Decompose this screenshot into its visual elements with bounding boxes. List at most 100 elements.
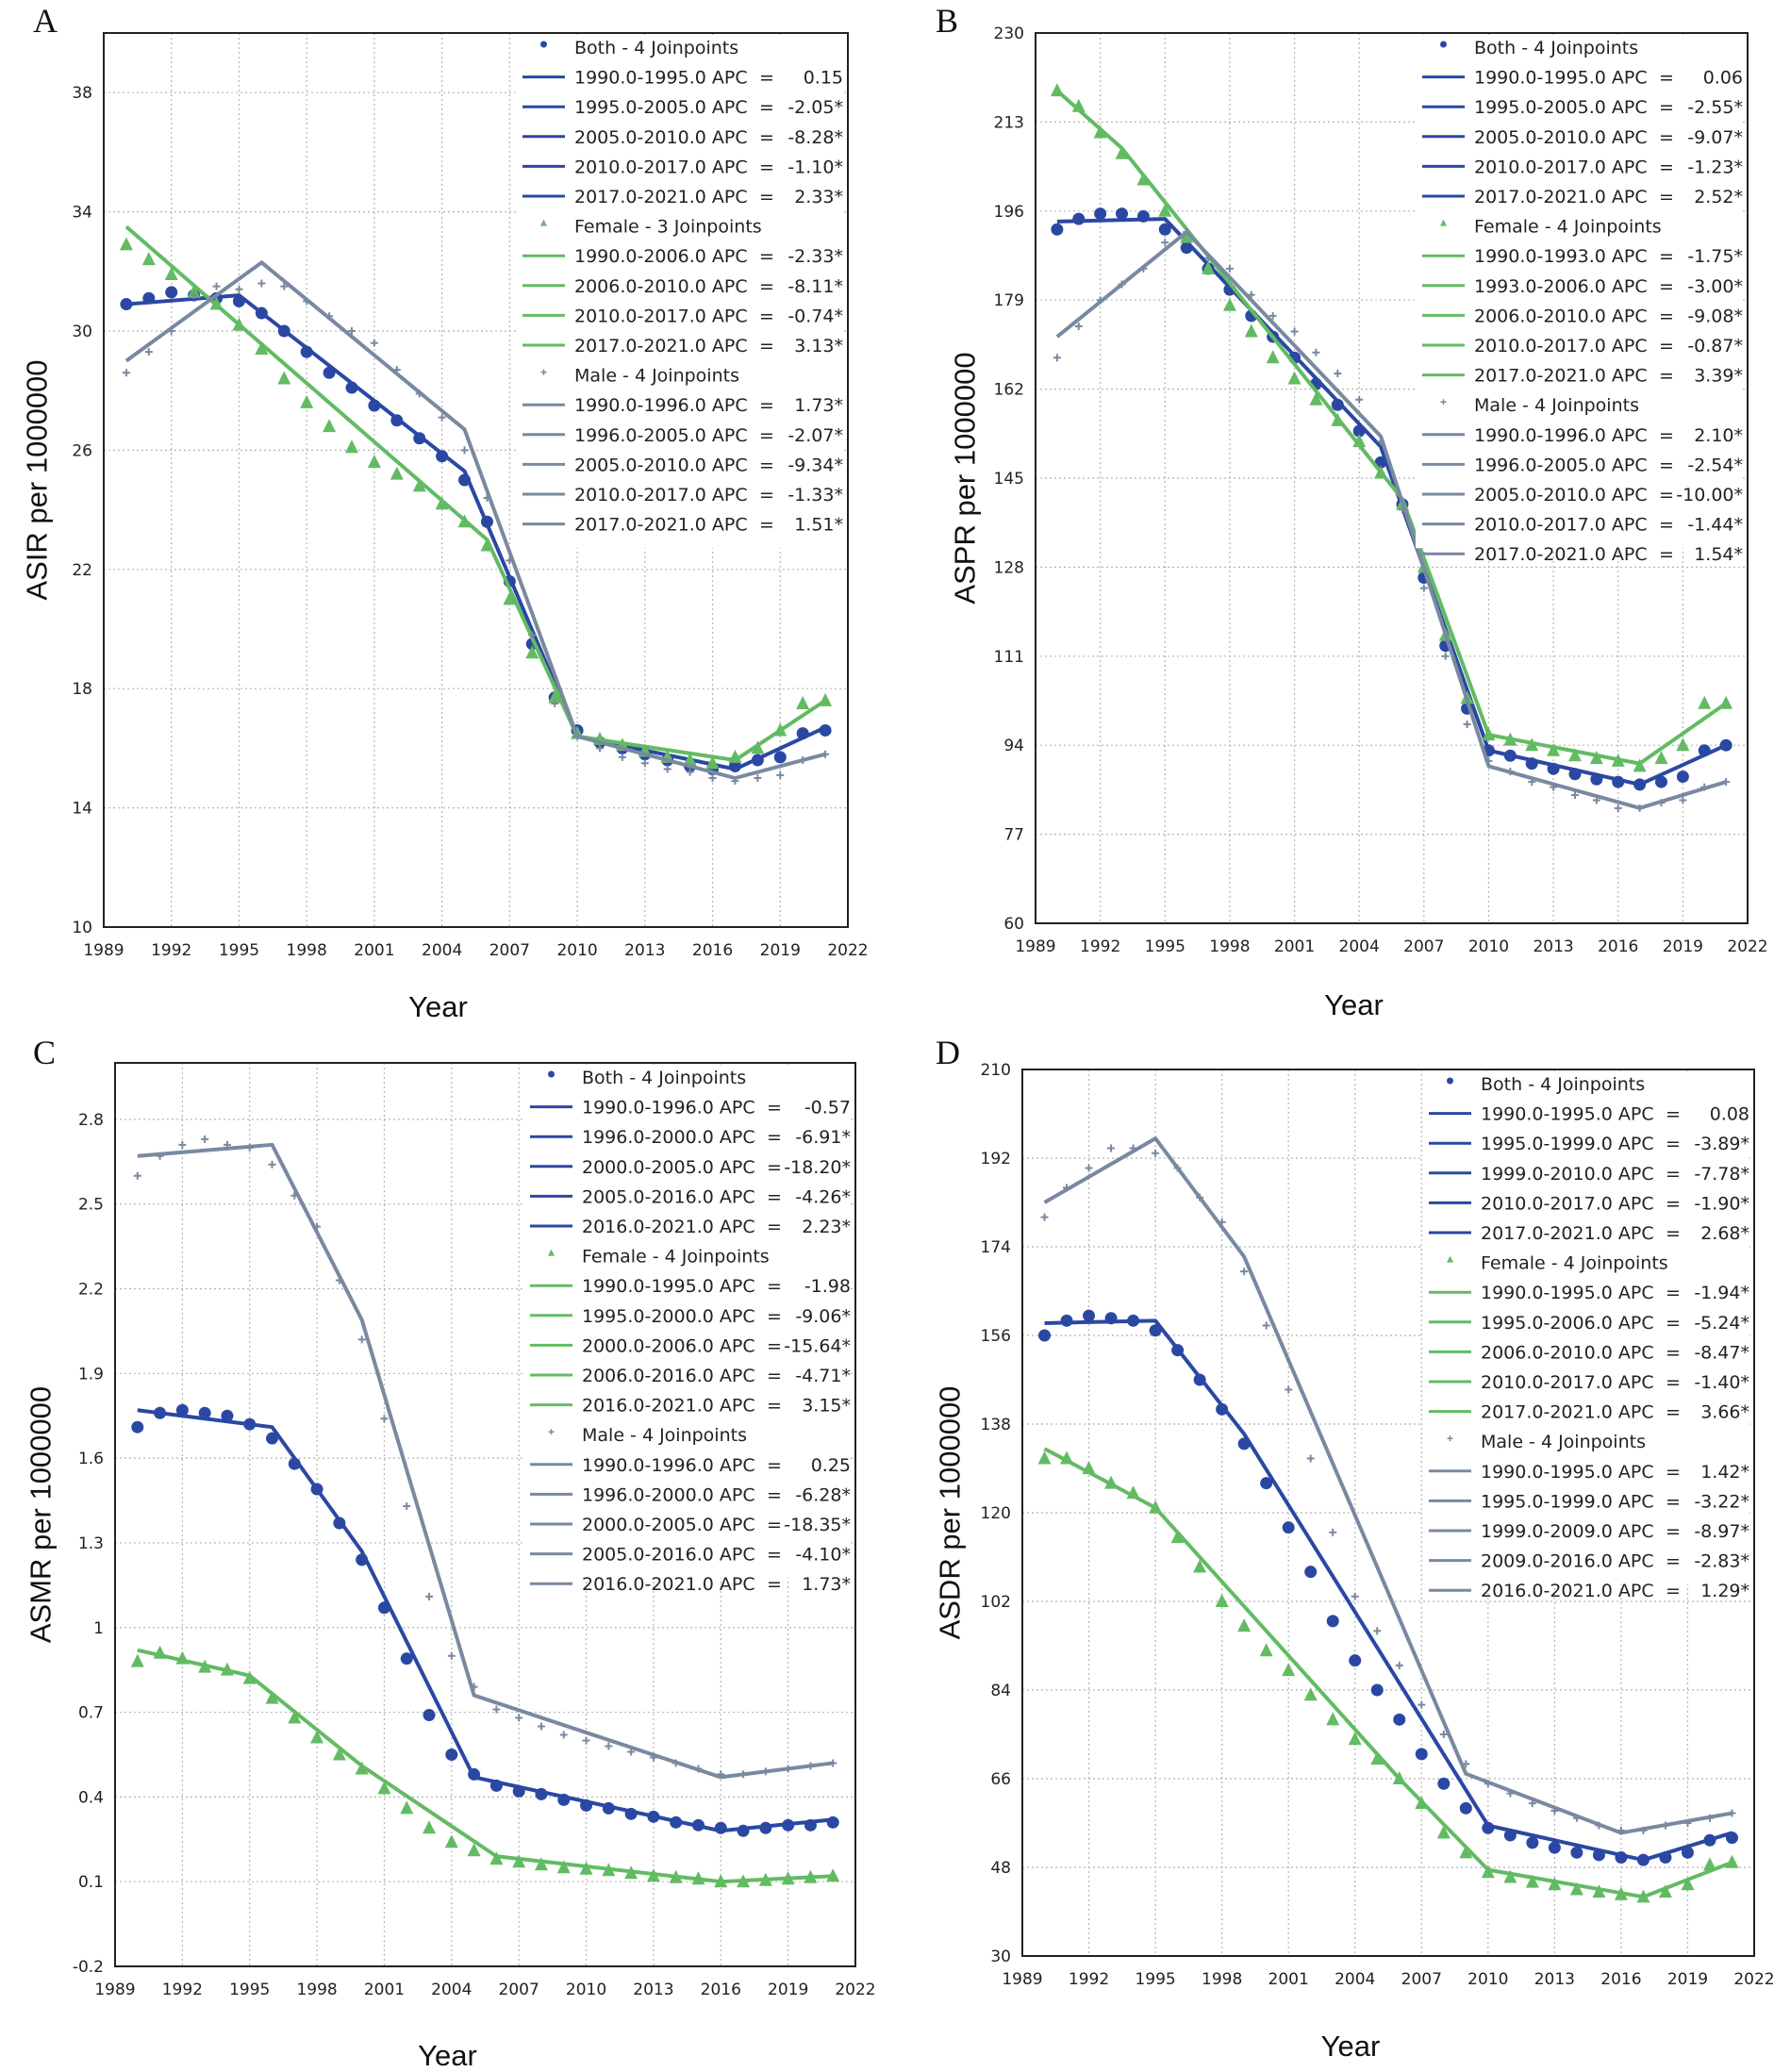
- x-tick-label: 1998: [296, 1981, 337, 1999]
- data-point-both: [232, 294, 245, 307]
- data-point-male: [1290, 327, 1299, 336]
- data-point-male: [1074, 322, 1083, 330]
- x-tick-label: 2022: [1733, 1970, 1774, 1989]
- data-point-female: [602, 1863, 616, 1877]
- data-point-female: [1698, 695, 1712, 709]
- legend-apc-value: 2.10*: [1694, 425, 1743, 446]
- data-point-both: [468, 1767, 481, 1781]
- legend-equals: =: [759, 276, 774, 297]
- data-point-both: [804, 1818, 817, 1832]
- data-point-female: [300, 394, 314, 408]
- data-point-female: [646, 1868, 660, 1882]
- data-point-male: [1183, 228, 1191, 237]
- data-point-female: [209, 296, 224, 310]
- data-point-both: [120, 298, 133, 311]
- data-point-female: [579, 1861, 593, 1875]
- legend-segment-range: 1995.0-1999.0 APC: [1481, 1134, 1654, 1154]
- data-point-male: [122, 369, 130, 377]
- y-tick-label: 14: [72, 800, 92, 819]
- data-point-female: [728, 749, 742, 763]
- panel-letter: D: [936, 1034, 960, 1071]
- legend-marker-male: [1447, 1435, 1453, 1442]
- data-point-female: [781, 1871, 795, 1885]
- legend-segment-range: 2017.0-2021.0 APC: [574, 515, 748, 536]
- data-point-male: [1173, 1164, 1182, 1172]
- legend-group-title: Male - 4 Joinpoints: [1474, 395, 1639, 416]
- legend-equals: =: [1666, 1581, 1681, 1601]
- x-tick-label: 1995: [219, 941, 259, 960]
- data-point-female: [265, 1690, 279, 1704]
- data-point-female: [737, 1874, 751, 1888]
- data-point-both: [165, 286, 178, 299]
- data-point-female: [1282, 1663, 1296, 1677]
- data-point-female: [1170, 1530, 1185, 1544]
- data-point-male: [1661, 1821, 1669, 1830]
- y-tick-label: 192: [981, 1150, 1011, 1169]
- legend-segment-range: 2010.0-2017.0 APC: [1474, 157, 1648, 177]
- legend-segment-range: 2010.0-2017.0 APC: [1481, 1372, 1654, 1393]
- data-point-both: [288, 1457, 301, 1470]
- legend-segment-range: 2006.0-2010.0 APC: [1474, 306, 1648, 326]
- legend-equals: =: [759, 306, 774, 326]
- x-tick-label: 2001: [354, 941, 394, 960]
- legend: Both - 4 Joinpoints 1990.0-1996.0 APC = -0.…: [523, 1066, 851, 1595]
- legend-equals: =: [767, 1455, 782, 1476]
- data-point-female: [1592, 1884, 1606, 1898]
- legend-apc-value: -5.24*: [1694, 1313, 1749, 1334]
- y-tick-label: 34: [72, 204, 92, 223]
- legend-segment-range: 2005.0-2016.0 APC: [582, 1545, 755, 1566]
- legend-equals: =: [759, 127, 774, 148]
- legend-segment-range: 1995.0-2005.0 APC: [1474, 97, 1648, 118]
- series-female: [130, 1645, 840, 1888]
- legend-equals: =: [759, 187, 774, 207]
- data-point-female: [323, 419, 337, 433]
- data-point-male: [1329, 1528, 1337, 1536]
- legend-apc-value: 0.08: [1710, 1104, 1749, 1125]
- data-point-both: [580, 1798, 593, 1812]
- x-tick-label: 2022: [1727, 937, 1767, 956]
- data-point-female: [1348, 1732, 1362, 1746]
- legend-segment-range: 2006.0-2010.0 APC: [574, 276, 748, 297]
- data-point-female: [1548, 1877, 1562, 1891]
- data-point-both: [1548, 1841, 1561, 1854]
- data-point-male: [515, 1714, 523, 1722]
- data-point-female: [691, 1871, 705, 1885]
- data-point-male: [1262, 1321, 1270, 1330]
- x-axis-label: Year: [1321, 2030, 1381, 2063]
- legend-apc-value: 0.25: [811, 1455, 851, 1476]
- legend-apc-value: -8.11*: [788, 276, 843, 297]
- x-tick-label: 2022: [835, 1981, 875, 1999]
- data-point-male: [133, 1171, 141, 1180]
- legend-equals: =: [767, 1484, 782, 1505]
- legend-segment-range: 2010.0-2017.0 APC: [574, 485, 748, 506]
- y-tick-label: 10: [72, 919, 92, 937]
- data-point-female: [758, 1872, 772, 1886]
- legend-apc-value: -1.10*: [788, 157, 843, 177]
- data-point-both: [423, 1709, 436, 1722]
- data-point-male: [821, 750, 830, 758]
- legend-apc-value: -1.23*: [1687, 157, 1743, 177]
- data-point-female: [548, 689, 562, 704]
- legend-apc-value: 2.52*: [1694, 187, 1743, 207]
- data-point-both: [1083, 1309, 1096, 1322]
- data-point-female: [1266, 350, 1280, 364]
- data-point-female: [1481, 1865, 1495, 1879]
- data-point-both: [1482, 1821, 1495, 1834]
- legend-apc-value: -10.00*: [1676, 485, 1743, 506]
- data-point-female: [141, 252, 156, 266]
- x-tick-label: 2013: [1534, 1970, 1575, 1989]
- legend-background: [523, 1066, 851, 1579]
- legend-segment-range: 2016.0-2021.0 APC: [582, 1574, 755, 1595]
- y-tick-label: 38: [72, 84, 92, 103]
- data-point-female: [1115, 145, 1129, 159]
- legend-segment-range: 2017.0-2021.0 APC: [1474, 187, 1648, 207]
- y-tick-label: 120: [981, 1504, 1011, 1523]
- data-point-female: [796, 696, 810, 709]
- data-point-female: [153, 1645, 167, 1659]
- y-tick-label: 210: [981, 1061, 1011, 1080]
- data-point-male: [1679, 796, 1687, 804]
- data-point-female: [1547, 742, 1561, 756]
- data-point-female: [525, 645, 539, 659]
- legend-equals: =: [767, 1127, 782, 1148]
- data-point-male: [663, 765, 671, 773]
